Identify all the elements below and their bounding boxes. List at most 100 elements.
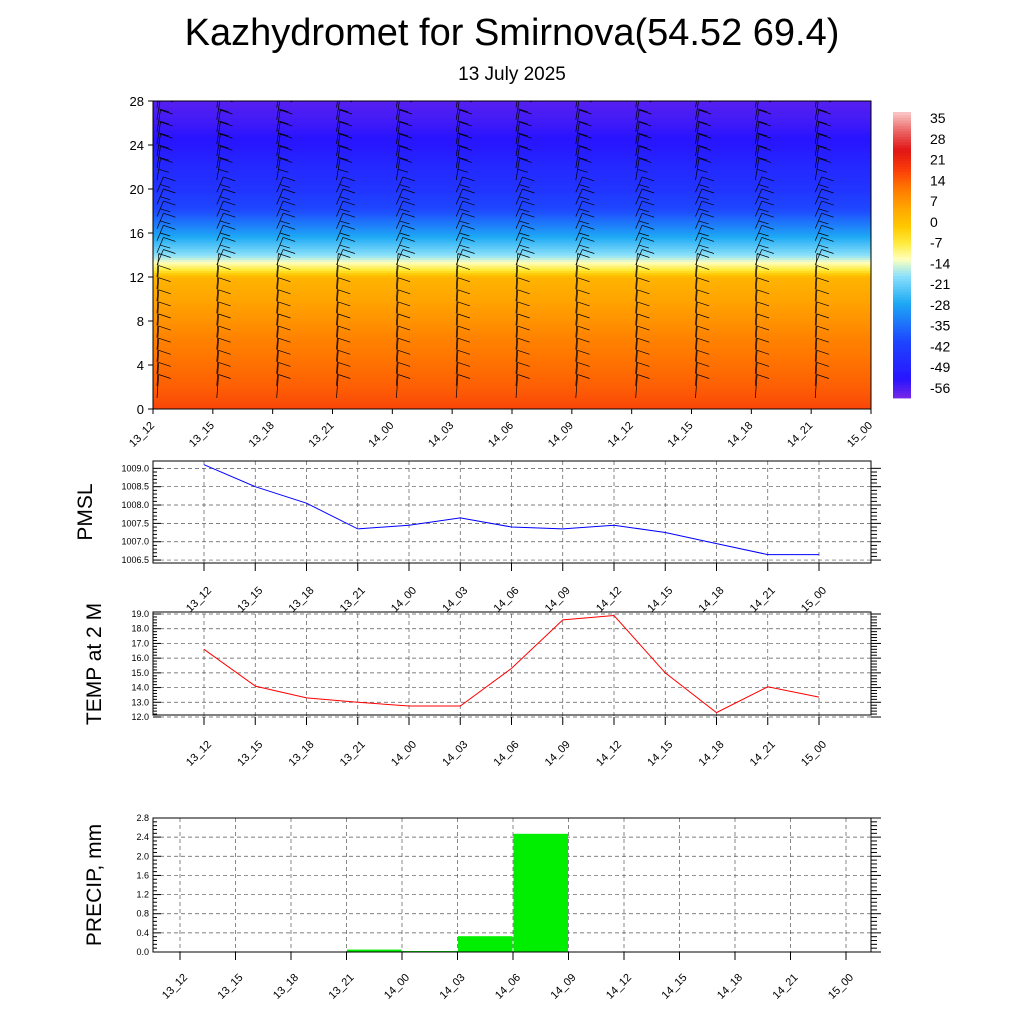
colorbar-band — [893, 335, 911, 339]
wind-barb — [515, 253, 530, 278]
colorbar-band — [893, 185, 911, 189]
wind-barb — [336, 158, 353, 181]
temperature-band — [153, 402, 871, 406]
temp-panel: 19.018.017.016.015.014.013.012.0 13_12 13… — [83, 603, 881, 769]
temperature-band — [153, 347, 871, 351]
wind-barb — [395, 362, 411, 386]
wind-barb — [395, 121, 413, 144]
heat-time-label: 14_18 — [725, 420, 755, 450]
wind-barb — [814, 313, 830, 338]
wind-barb — [814, 121, 831, 144]
heat-time-label: 14_15 — [666, 420, 696, 450]
wind-barb — [156, 289, 171, 314]
wind-barb — [754, 200, 774, 217]
temperature-band — [153, 336, 871, 340]
wind-barb — [575, 265, 590, 290]
precip-time-axis: 13_12 13_15 13_18 13_21 14_00 14_03 14_06 14_09… — [160, 952, 856, 1002]
wind-barb — [695, 121, 712, 144]
wind-barb — [336, 224, 356, 241]
temperature-band — [153, 349, 871, 353]
temperature-band — [153, 101, 871, 104]
colorbar-band — [893, 248, 911, 252]
colorbar-label: -21 — [930, 276, 950, 292]
temperature-band — [153, 123, 871, 126]
colorbar-band — [893, 122, 911, 127]
wind-barb — [276, 325, 291, 350]
wind-barb — [276, 224, 296, 241]
colorbar-label: -14 — [930, 255, 950, 271]
temperature-band — [153, 400, 871, 403]
wind-barb — [695, 289, 710, 314]
temperature-band — [153, 305, 871, 309]
colorbar-bands — [893, 112, 911, 399]
temperature-band — [153, 391, 871, 395]
x-tick-label: 13_12 — [184, 585, 214, 615]
temperature-band — [153, 356, 871, 359]
wind-barb — [814, 249, 834, 266]
temperature-band — [153, 272, 871, 276]
temperature-band — [153, 184, 871, 188]
temperature-band — [153, 134, 871, 137]
wind-barb — [754, 145, 772, 169]
temperature-band — [153, 208, 871, 212]
x-tick-label: 14_06 — [493, 972, 523, 1002]
temperature-band — [153, 382, 871, 386]
wind-barb — [455, 145, 472, 169]
wind-barb — [754, 176, 774, 193]
colorbar-band — [893, 220, 911, 225]
wind-barb — [875, 250, 893, 265]
wind-barb — [216, 253, 231, 278]
wind-barb — [754, 253, 770, 278]
wind-barb — [515, 109, 532, 132]
wind-barb — [695, 277, 710, 302]
temperature-band — [153, 327, 871, 331]
wind-barb — [336, 188, 356, 205]
wind-barb — [635, 121, 652, 144]
wind-barb — [635, 313, 650, 338]
wind-barb — [515, 101, 518, 108]
x-tick-label: 14_15 — [645, 739, 675, 769]
wind-barb — [276, 176, 296, 193]
wind-barb — [156, 121, 173, 144]
temperature-band — [153, 261, 871, 265]
wind-barb — [336, 277, 351, 302]
wind-barb — [875, 177, 893, 192]
wind-barb — [455, 101, 458, 108]
y-tick-label: 15.0 — [131, 668, 149, 678]
temperature-band — [153, 186, 871, 190]
wind-barb — [395, 101, 398, 108]
colorbar-band — [893, 207, 911, 211]
wind-barb — [156, 374, 171, 399]
colorbar-band — [893, 253, 911, 257]
wind-barb — [336, 109, 353, 132]
temperature-band — [153, 378, 871, 381]
pmsl-line — [203, 464, 819, 556]
colorbar-band — [893, 368, 911, 372]
temperature-band — [153, 162, 871, 166]
temp-time-axis: 13_12 13_15 13_18 13_21 14_00 14_03 14_06 14_09… — [184, 717, 829, 769]
wind-barb — [336, 133, 353, 157]
height-tick-label: 0 — [137, 402, 144, 417]
wind-barb — [754, 325, 770, 350]
colorbar-band — [893, 245, 911, 249]
colorbar-band — [893, 212, 911, 216]
wind-barb — [336, 145, 353, 169]
colorbar-band — [893, 114, 911, 118]
temperature-band — [153, 310, 871, 313]
wind-barb — [695, 101, 697, 108]
wind-barb — [455, 200, 475, 217]
colorbar-band — [893, 346, 911, 350]
wind-barb — [575, 212, 595, 229]
wind-barb — [276, 200, 296, 217]
wind-barb — [575, 325, 590, 350]
y-tick-label: 1.2 — [136, 890, 149, 900]
wind-barb — [875, 326, 889, 350]
temperature-band — [153, 149, 871, 153]
wind-barb — [814, 133, 831, 157]
wind-barb — [695, 200, 715, 217]
wind-barb — [455, 313, 471, 338]
colorbar-label: 7 — [930, 193, 938, 209]
height-tick-label: 28 — [130, 94, 144, 109]
colorbar-band — [893, 302, 911, 306]
wind-barb — [635, 200, 655, 217]
